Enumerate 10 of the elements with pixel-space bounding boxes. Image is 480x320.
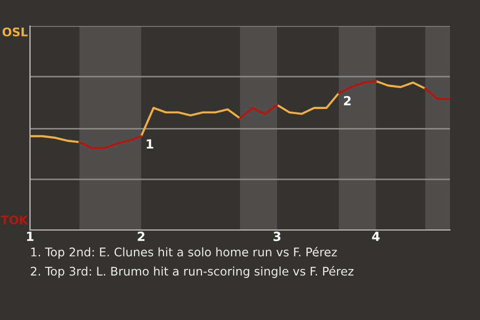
x-tick-label: 2 [138, 232, 144, 241]
text: 2. Top 3rd: L. Brumo hit a run-scoring single vs F. Pérez [30, 266, 354, 278]
x-tick-label: 1 [27, 232, 34, 241]
text: OSL [2, 27, 28, 36]
text: 1. Top 2nd: E. Clunes hit a solo home run vs F. Pérez [31, 246, 337, 259]
text: TOK [0, 215, 28, 224]
annotation: 1 [146, 139, 154, 148]
x-tick-label: 3 [274, 232, 280, 242]
x-tick-label: 4 [372, 232, 380, 241]
annotation: 2 [344, 96, 351, 106]
